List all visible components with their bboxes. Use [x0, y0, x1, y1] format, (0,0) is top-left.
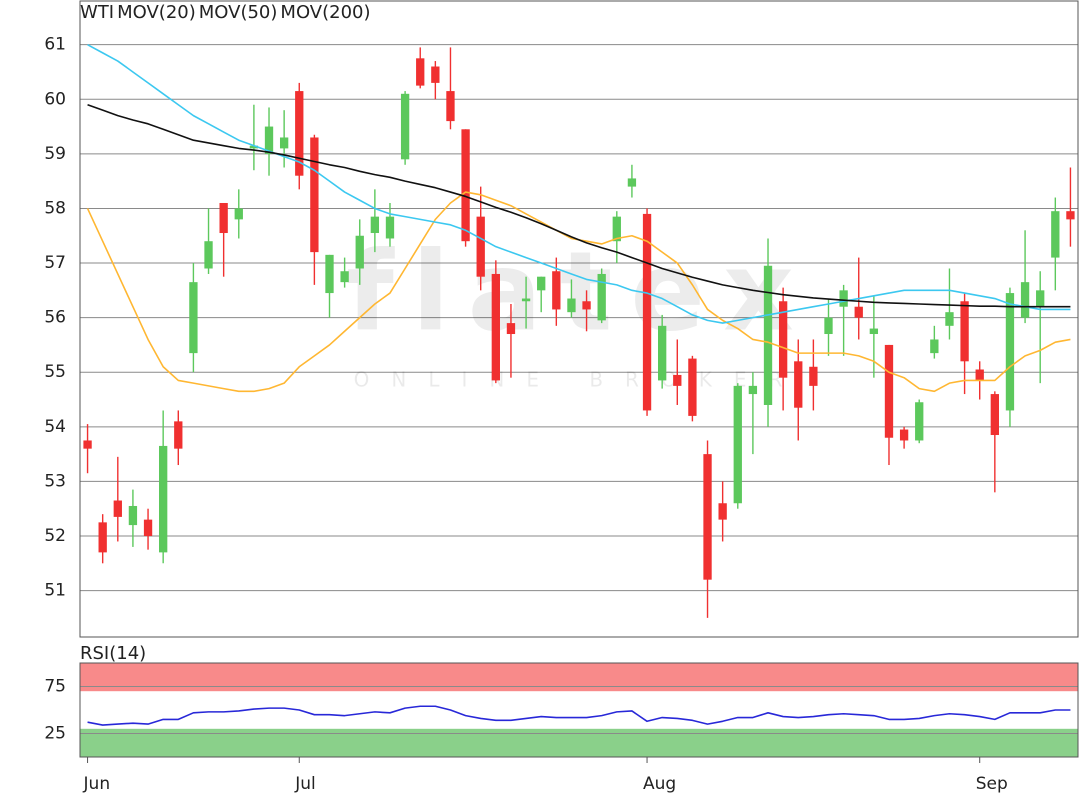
candle-body [83, 440, 92, 449]
x-tick-label: Jun [83, 774, 111, 794]
candle-body [1020, 282, 1030, 318]
candle-body [763, 265, 773, 405]
y-tick-label: 75 [44, 677, 66, 697]
candle-body [204, 241, 213, 269]
candle-body [854, 306, 863, 318]
candle-body [1066, 211, 1075, 220]
candle-body [612, 216, 621, 242]
candle-body [884, 344, 894, 438]
plot-frame [79, 0, 1079, 638]
candle-body [809, 366, 818, 386]
candle-body [416, 58, 425, 86]
y-tick-label: 25 [44, 724, 66, 744]
candle-body [174, 421, 183, 449]
candle-body [748, 385, 758, 395]
candle-body [703, 454, 712, 580]
candle-body [673, 374, 682, 386]
candle-body [778, 301, 788, 378]
y-tick-label: 58 [44, 198, 66, 218]
candle-body [491, 273, 500, 381]
candle-body [189, 282, 198, 354]
candle-body [159, 445, 168, 553]
candle-body [658, 325, 667, 381]
legend-entry: MOV(200) [280, 2, 370, 23]
plot-frame [79, 662, 1079, 758]
candle-body [370, 216, 380, 234]
candle-body [476, 216, 485, 277]
candle-body [597, 273, 606, 321]
x-tick-label: Aug [643, 774, 676, 794]
y-tick-label: 51 [44, 581, 66, 601]
candle-body [506, 323, 516, 335]
watermark-subtitle: ONLINE BROKER [354, 368, 805, 392]
candle-body [975, 369, 984, 381]
plot-background [80, 1, 1078, 637]
candle-body [945, 312, 954, 326]
candle-body [552, 271, 561, 310]
legend-entry: WTI [80, 2, 114, 23]
candle-body [1051, 211, 1060, 258]
candle-body [642, 213, 652, 411]
y-tick-label: 57 [44, 253, 66, 273]
candle-body [1005, 293, 1015, 411]
x-tick-label: Sep [976, 774, 1008, 794]
candle-body [839, 290, 848, 307]
candle-body [234, 208, 243, 220]
candle-body [446, 91, 455, 122]
candle-body [143, 519, 153, 537]
candle-body [869, 328, 879, 335]
series-line [87, 43, 1071, 324]
candle-body [128, 505, 138, 526]
y-tick-label: 54 [44, 417, 66, 437]
y-tick-label: 56 [44, 308, 66, 328]
candle-body [582, 301, 591, 310]
candle-body [113, 500, 122, 517]
candle-body [990, 394, 999, 436]
candle-body [537, 276, 546, 291]
candle-body [960, 301, 969, 362]
candle-body [1036, 290, 1045, 307]
candle-body [461, 129, 470, 242]
candle-body [521, 298, 531, 302]
candle-body [627, 178, 637, 187]
y-tick-label: 60 [44, 89, 66, 109]
x-tick-label: Jul [294, 774, 316, 794]
candle-body [400, 93, 410, 160]
candle-body [340, 271, 349, 283]
legend-entry: MOV(20) [117, 2, 196, 23]
watermark-title: flatex [346, 227, 812, 355]
candle-body [385, 216, 395, 239]
candle-body [295, 91, 304, 176]
legend-entry: MOV(50) [199, 2, 278, 23]
candle-body [733, 385, 742, 504]
candle-body [279, 137, 289, 149]
candle-body [718, 503, 727, 520]
candle-body [249, 145, 259, 149]
candle-body [431, 66, 440, 83]
candle-body [264, 126, 274, 154]
candle-body [219, 202, 228, 234]
candle-body [98, 522, 107, 553]
candle-body [325, 254, 334, 294]
series-line [87, 705, 1071, 726]
candle-body [824, 317, 833, 335]
y-tick-label: 53 [44, 471, 66, 491]
candle-body [794, 361, 803, 408]
candle-body [930, 339, 939, 354]
y-tick-label: 61 [44, 35, 66, 55]
y-tick-label: 59 [44, 144, 66, 164]
y-tick-label: 52 [44, 526, 66, 546]
candle-body [899, 429, 909, 441]
candle-body [915, 402, 924, 441]
candle-body [355, 235, 364, 269]
candle-body [688, 358, 697, 416]
y-tick-label: 55 [44, 362, 66, 382]
legend-entry: RSI(14) [80, 643, 146, 664]
series-line [87, 103, 1071, 308]
candle-body [310, 137, 319, 253]
candle-body [567, 298, 576, 313]
